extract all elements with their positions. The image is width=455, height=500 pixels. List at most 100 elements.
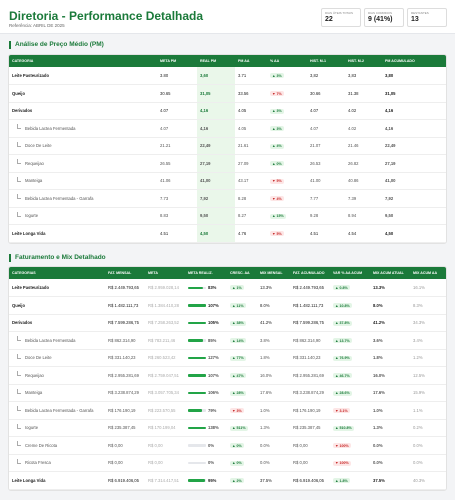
cell-text: 15.9% — [413, 390, 425, 396]
cell: 4.07 — [157, 102, 197, 120]
row: Derivados R$ 7.599.286,75 R$ 7.258.263,52 1… — [9, 314, 446, 332]
cell-text: 0.0% — [260, 442, 270, 448]
cell: Doce De Leite — [9, 137, 157, 155]
cell-text: 4.07 — [310, 125, 319, 131]
cell-text: 41.2% — [260, 320, 272, 326]
cell-text: Doce De Leite — [25, 355, 52, 361]
cell-text: 0.0% — [373, 442, 383, 448]
tree-line — [17, 388, 21, 394]
cell: 7,92 — [382, 189, 446, 208]
cell: R$ 2.959.028,14 — [145, 279, 185, 297]
cell: 26.55 — [157, 154, 197, 173]
trend-pill: ▲ 46.7% — [333, 373, 352, 378]
cell: 16.0% — [370, 366, 410, 385]
cell: ▼ 7% — [267, 84, 307, 103]
cell: Iogurte — [9, 207, 157, 225]
cell-text: 26.82 — [348, 160, 359, 166]
cell: 4,50 — [197, 224, 235, 243]
cell: ▲ 0% — [227, 454, 257, 472]
cell: R$ 223.570,55 — [145, 401, 185, 420]
cell: 30.66 — [307, 84, 345, 103]
trend-pill: ▲ 0.8% — [333, 285, 350, 291]
cell-text: Bebida Lactea Fermentada — [25, 337, 76, 343]
cell: 3.71 — [235, 67, 267, 85]
progress-label: 105% — [208, 320, 219, 326]
section-title: Faturamento e Mix Detalhado — [9, 254, 106, 262]
cell: ▲ 1% — [227, 279, 257, 297]
cell: R$ 331.140,23 — [290, 349, 330, 367]
mix-table: CATEGORIAS FAT. MENSAL META META REALIZ. CRE… — [8, 266, 447, 491]
cell: ▲ 37.8% — [330, 314, 370, 332]
cell-text: 1.8% — [260, 355, 270, 361]
cell-text: Queijo — [12, 302, 26, 308]
progress-bar — [188, 374, 206, 377]
progress-label: 79% — [208, 407, 217, 413]
cell: 4.05 — [235, 119, 267, 138]
trend-pill: ▼ 7% — [270, 91, 284, 96]
cell-text: 1.0% — [373, 407, 383, 413]
cell: R$ 2.449.793,65 — [105, 279, 145, 297]
cell: Leite Pasteurizado — [9, 279, 105, 297]
cell: ▲ 0% — [267, 154, 307, 173]
kpi-value: 9 (41%) — [368, 16, 393, 23]
cell-text: R$ 3.238.874,29 — [293, 390, 324, 396]
cell: R$ 2.759.047,51 — [145, 366, 185, 385]
cell: ▲ 46.7% — [330, 366, 370, 385]
cell-text: 4,16 — [385, 125, 394, 131]
cell-text: R$ 3.238.874,29 — [108, 390, 139, 396]
cell: 0.0% — [257, 436, 290, 455]
cell-text: Doce De Leite — [25, 143, 52, 149]
trend-pill: ▲ 511% — [230, 425, 248, 431]
cell: 3.8% — [257, 331, 290, 350]
cell: R$ 0,00 — [105, 436, 145, 455]
cell-text: 41,00 — [200, 178, 211, 184]
cell: ▼ 3.1% — [330, 401, 370, 420]
kpis: DIAS ÚTEIS TOTAIS 22 DIAS CORRIDOS 9 (41%) R… — [321, 8, 447, 27]
cell-text: 41.06 — [160, 178, 171, 184]
cell: 79% — [185, 401, 227, 420]
cell-text: Requeijao — [25, 160, 44, 166]
cell: ▲ 3% — [267, 67, 307, 85]
progress-track — [188, 321, 206, 325]
cell: 0.0% — [370, 454, 410, 472]
trend-pill: ▼ 3.1% — [333, 408, 350, 413]
cell: 43.17 — [235, 172, 267, 190]
cell: R$ 3.238.874,29 — [105, 384, 145, 402]
cell: Manteiga — [9, 384, 105, 402]
trend-pill: ▲ 77% — [230, 355, 246, 361]
progress-track — [188, 479, 206, 482]
column-header: MIX ACUM ATUAL — [370, 267, 410, 279]
progress-bar — [188, 286, 203, 290]
cell: R$ 0,00 — [290, 454, 330, 472]
trend-pill: ▲ 1.8% — [333, 478, 350, 483]
cell-text: Derivados — [12, 320, 33, 326]
cell: 21.07 — [307, 137, 345, 155]
column-header: META PM — [157, 55, 197, 67]
cell-text: 31,05 — [385, 90, 396, 96]
cell-text: Derivados — [12, 108, 33, 114]
cell: 1.0% — [257, 401, 290, 420]
cell: ▼ 5% — [267, 172, 307, 190]
progress-label: 0% — [208, 442, 215, 448]
cell: ▲ 76.9% — [330, 349, 370, 367]
progress-track — [188, 356, 206, 360]
cell: 3,60 — [197, 67, 235, 85]
cell: 12.5% — [410, 366, 446, 385]
cell: R$ 862.314,90 — [290, 331, 330, 350]
cell: ▲ 2% — [227, 471, 257, 490]
child-row: Doce De Leite R$ 331.140,23 R$ 260.523,42 1… — [9, 349, 446, 367]
cell: 21.21 — [157, 137, 197, 155]
row: Derivados 4.07 4,16 4.05 ▲ 3% 4.07 4.02 4,16 — [9, 102, 446, 120]
cell-text: Manteiga — [25, 178, 43, 184]
cell: R$ 0,00 — [145, 454, 185, 472]
child-row: Bebida Lactea Fermentada - Garrafa R$ 176… — [9, 401, 446, 420]
cell-text: R$ 0,00 — [108, 442, 123, 448]
progress-bar — [188, 426, 206, 430]
cell-text: R$ 0,00 — [293, 460, 308, 466]
progress-track — [188, 461, 206, 465]
cell-text: 1.8% — [373, 355, 383, 361]
tree-line — [17, 441, 21, 446]
cell-text: Bebida Lactea Fermentada — [25, 125, 76, 131]
cell-text: Manteiga — [25, 390, 43, 396]
progress-track — [188, 444, 206, 447]
